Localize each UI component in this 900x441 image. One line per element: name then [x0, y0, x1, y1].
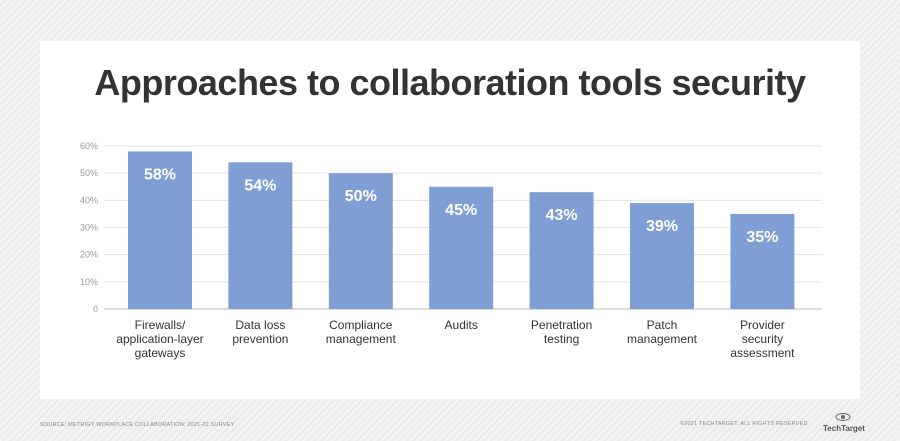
bar: [228, 162, 293, 309]
bar: [328, 173, 393, 309]
source-note: SOURCE: METRIGY WORKPLACE COLLABORATION:…: [40, 422, 235, 428]
x-tick-label: Audits: [445, 318, 478, 332]
x-tick-label: gateways: [135, 346, 186, 360]
y-tick-label: 50%: [80, 168, 98, 178]
bar: [529, 192, 594, 309]
y-tick-label: 40%: [80, 195, 98, 205]
logo-text: TechTarget: [823, 424, 865, 433]
x-tick-label: application-layer: [116, 332, 203, 346]
y-tick-label: 20%: [80, 250, 98, 260]
data-label: 50%: [345, 188, 377, 205]
x-tick-label: Provider: [740, 318, 785, 332]
x-tick-label: Data loss: [235, 318, 285, 332]
copyright: ©2021 TECHTARGET. ALL RIGHTS RESERVED: [680, 421, 808, 427]
techtarget-logo: TechTarget: [823, 408, 865, 433]
data-label: 35%: [746, 229, 778, 246]
bar: [730, 213, 795, 309]
bar: [630, 203, 694, 309]
data-label: 43%: [546, 207, 578, 224]
data-label: 45%: [445, 202, 477, 219]
x-tick-label: testing: [544, 332, 579, 346]
x-tick-label: security: [742, 332, 783, 346]
x-tick-label: prevention: [232, 332, 288, 346]
chart-title: Approaches to collaboration tools securi…: [94, 62, 806, 103]
x-tick-label: management: [326, 332, 397, 346]
bar: [128, 151, 192, 309]
x-tick-label: Patch: [647, 318, 678, 332]
x-tick-label: assessment: [730, 346, 795, 360]
bar: [429, 186, 494, 309]
x-tick-label: management: [627, 332, 698, 346]
data-label: 39%: [646, 218, 678, 235]
x-tick-label: Penetration: [531, 318, 592, 332]
y-tick-label: 0: [93, 304, 98, 314]
data-label: 58%: [144, 166, 176, 183]
eye-icon: [835, 413, 851, 421]
x-tick-label: Firewalls/: [135, 318, 186, 332]
x-tick-label: Compliance: [329, 318, 393, 332]
y-tick-label: 30%: [80, 223, 98, 233]
y-tick-label: 10%: [80, 277, 98, 287]
y-tick-label: 60%: [80, 141, 98, 151]
data-label: 54%: [244, 177, 276, 194]
